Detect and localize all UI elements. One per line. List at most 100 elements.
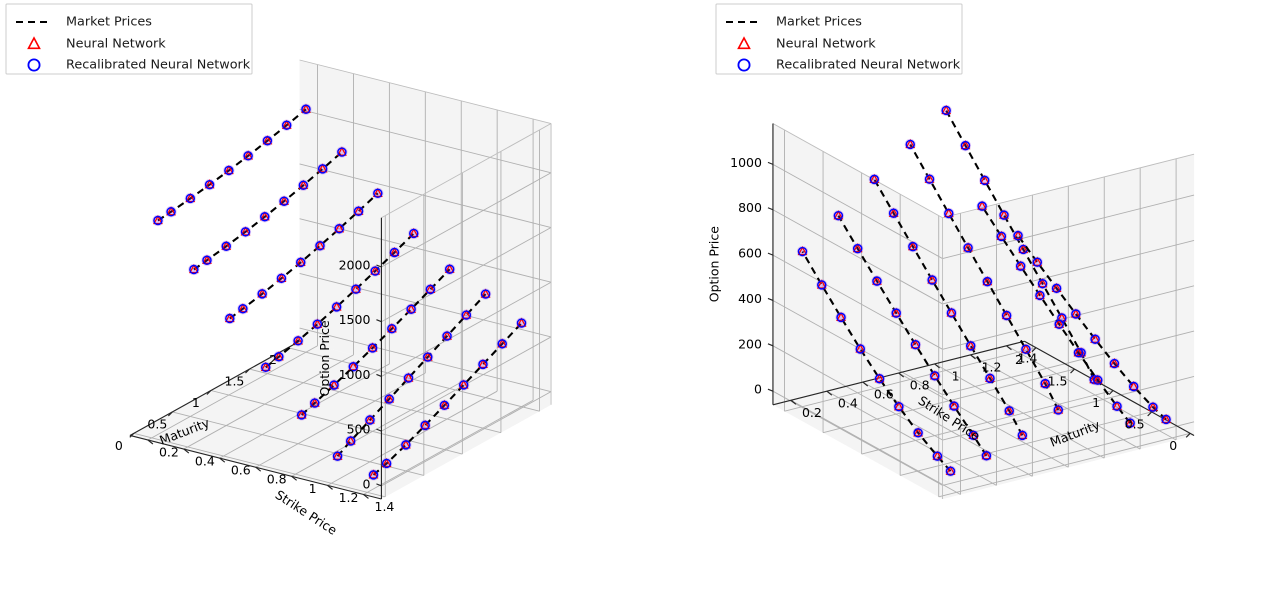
price-curve (832, 210, 993, 462)
data-point-marker (868, 173, 880, 185)
data-point-marker (223, 164, 235, 177)
z-axis-title: Option Price (706, 226, 721, 302)
data-point-marker (261, 135, 274, 147)
z-tick-label: 1000 (730, 155, 762, 170)
data-point-marker (237, 303, 249, 315)
data-point-marker (400, 439, 412, 451)
data-point-marker (923, 173, 936, 185)
legend-label: Neural Network (66, 37, 166, 52)
data-point-marker (422, 351, 434, 363)
data-point-marker (314, 240, 326, 252)
legend-label: Market Prices (66, 15, 152, 30)
data-point-marker (888, 207, 900, 219)
data-point-marker (460, 309, 472, 321)
data-point-marker (1124, 417, 1136, 429)
legend: Market Prices Neural Network Recalibrated … (5, 3, 253, 75)
data-point-marker (328, 379, 340, 391)
data-point-marker (242, 150, 254, 162)
data-point-marker (854, 343, 866, 355)
data-point-marker (907, 241, 919, 253)
data-point-marker (980, 450, 993, 462)
y-axis-title: Strike Price (273, 487, 340, 538)
x-tick-label: 1.5 (225, 374, 245, 389)
data-point-marker (438, 399, 451, 411)
legend-item[interactable]: Market Prices (16, 15, 152, 30)
y-tick-label: 0.4 (195, 454, 215, 469)
x-tick-label: 0 (115, 438, 123, 453)
price-curve (188, 146, 348, 276)
x-tick-label: 0.5 (1125, 416, 1145, 431)
data-point-marker (345, 435, 357, 447)
data-point-marker (984, 372, 996, 384)
data-point-marker (239, 226, 252, 238)
data-point-marker (278, 195, 290, 207)
data-point-marker (976, 200, 988, 212)
x-tick-label: 2 (1015, 352, 1023, 367)
legend-label: Recalibrated Neural Network (776, 58, 961, 73)
data-point-marker (336, 146, 348, 158)
data-point-marker (1031, 256, 1043, 268)
data-point-marker (904, 138, 916, 151)
plot-right: 0 200 400 600 800 1000 0 0.5 1 1.5 2 0.2 0.4 0.6 0.8 1 1… (706, 3, 1195, 499)
data-point-marker (873, 373, 886, 385)
price-curve (224, 187, 384, 325)
data-point-marker (364, 414, 376, 426)
data-point-marker (1092, 374, 1104, 386)
data-point-marker (1128, 380, 1140, 393)
data-point-marker (979, 174, 991, 186)
z-tick-label: 2000 (339, 258, 371, 273)
y-tick-label: 0.2 (159, 445, 179, 460)
data-point-marker (909, 339, 922, 351)
y-tick-label: 1 (309, 481, 317, 496)
axes-lines-ticks (767, 123, 1195, 438)
data-point-marker (943, 207, 955, 220)
data-point-marker (419, 419, 431, 431)
z-tick-label: 800 (738, 200, 762, 215)
data-point-marker (352, 205, 365, 217)
data-point-marker (912, 427, 924, 439)
z-axis-title: Option Price (317, 320, 332, 396)
data-point-marker (940, 104, 952, 117)
y-tick-label: 0.8 (267, 472, 287, 487)
data-point-marker (256, 288, 268, 300)
data-point-marker (816, 279, 828, 291)
data-point-marker (281, 119, 293, 131)
triangle-up-icon (27, 36, 41, 50)
price-curve (331, 288, 492, 462)
data-point-marker (1111, 400, 1123, 412)
axes-gridlines (772, 123, 1195, 499)
data-point-marker (165, 206, 177, 218)
legend-item[interactable]: Recalibrated Neural Network (737, 58, 961, 73)
data-point-marker (441, 330, 453, 342)
y-tick-label: 1.4 (1018, 350, 1038, 365)
data-point-marker (926, 274, 938, 286)
price-curve (868, 173, 1028, 441)
x-tick-label: 2 (269, 352, 277, 367)
price-curve (296, 263, 456, 421)
x-tick-label: 0.5 (147, 416, 167, 431)
legend: Market Prices Neural Network Recalibrated … (715, 3, 963, 75)
data-point-marker (929, 370, 941, 382)
data-point-marker (890, 307, 902, 319)
data-point-marker (188, 263, 200, 276)
legend-item[interactable]: Recalibrated Neural Network (27, 58, 251, 73)
y-tick-label: 0.2 (802, 405, 822, 420)
legend-item[interactable]: Neural Network (27, 36, 166, 52)
y-tick-label: 0.6 (231, 463, 251, 478)
legend-item[interactable]: Market Prices (726, 15, 862, 30)
data-point-marker (1015, 260, 1027, 272)
data-point-marker (1147, 401, 1159, 413)
data-point-marker (220, 240, 232, 252)
data-point-marker (184, 192, 196, 205)
z-tick-label: 200 (738, 336, 762, 351)
data-point-marker (367, 469, 380, 481)
y-tick-label: 1.2 (982, 359, 1002, 374)
legend-item[interactable]: Neural Network (737, 36, 876, 52)
data-point-marker (386, 323, 398, 335)
data-point-marker (331, 301, 343, 313)
z-tick-label: 400 (738, 291, 762, 306)
data-point-marker (515, 317, 528, 329)
data-point-marker (893, 401, 905, 413)
chart-panel-right: 0 200 400 600 800 1000 0 0.5 1 1.5 2 0.2 0.4 0.6 0.8 1 1… (632, 0, 1263, 603)
data-point-marker (965, 340, 977, 352)
